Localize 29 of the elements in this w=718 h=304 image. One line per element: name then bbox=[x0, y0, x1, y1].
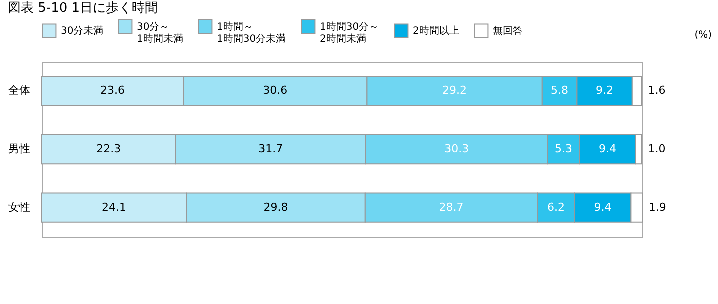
text: (%) bbox=[694, 30, 712, 41]
data-label: 9.4 bbox=[599, 142, 617, 156]
legend-label: 1時間～ 1時間30分未満 bbox=[217, 20, 286, 45]
data-label: 28.7 bbox=[439, 200, 464, 214]
data-label: 30.6 bbox=[263, 84, 288, 98]
chart-title: 図表 5-10 1日に歩く時間 bbox=[8, 1, 158, 16]
legend-label: 30分～ 1時間未満 bbox=[137, 20, 184, 45]
data-label: 5.8 bbox=[551, 84, 569, 98]
data-label: 31.7 bbox=[258, 142, 284, 156]
data-label: 1.0 bbox=[648, 142, 666, 156]
legend-label: 2時間以上 bbox=[413, 24, 460, 37]
y-tick-label: 女性 bbox=[8, 200, 30, 214]
data-label: 29.8 bbox=[264, 200, 288, 214]
data-label: 22.3 bbox=[96, 142, 122, 156]
y-tick-label: 全体 bbox=[8, 84, 30, 98]
data-label: 6.2 bbox=[547, 200, 565, 214]
data-label: 1.9 bbox=[648, 200, 666, 214]
data-label: 29.2 bbox=[442, 84, 468, 98]
y-tick-label: 男性 bbox=[8, 142, 30, 156]
data-label: 9.2 bbox=[596, 84, 614, 98]
data-label: 9.4 bbox=[594, 200, 612, 214]
legend-label: 無回答 bbox=[493, 24, 523, 37]
data-label: 30.3 bbox=[444, 142, 470, 156]
data-label: 1.6 bbox=[648, 84, 666, 98]
data-label: 24.1 bbox=[102, 200, 127, 214]
data-label: 5.3 bbox=[554, 142, 572, 156]
data-label: 23.6 bbox=[100, 84, 126, 98]
legend-label: 30分未満 bbox=[61, 24, 104, 37]
legend-label: 1時間30分～ 2時間未満 bbox=[320, 20, 380, 45]
